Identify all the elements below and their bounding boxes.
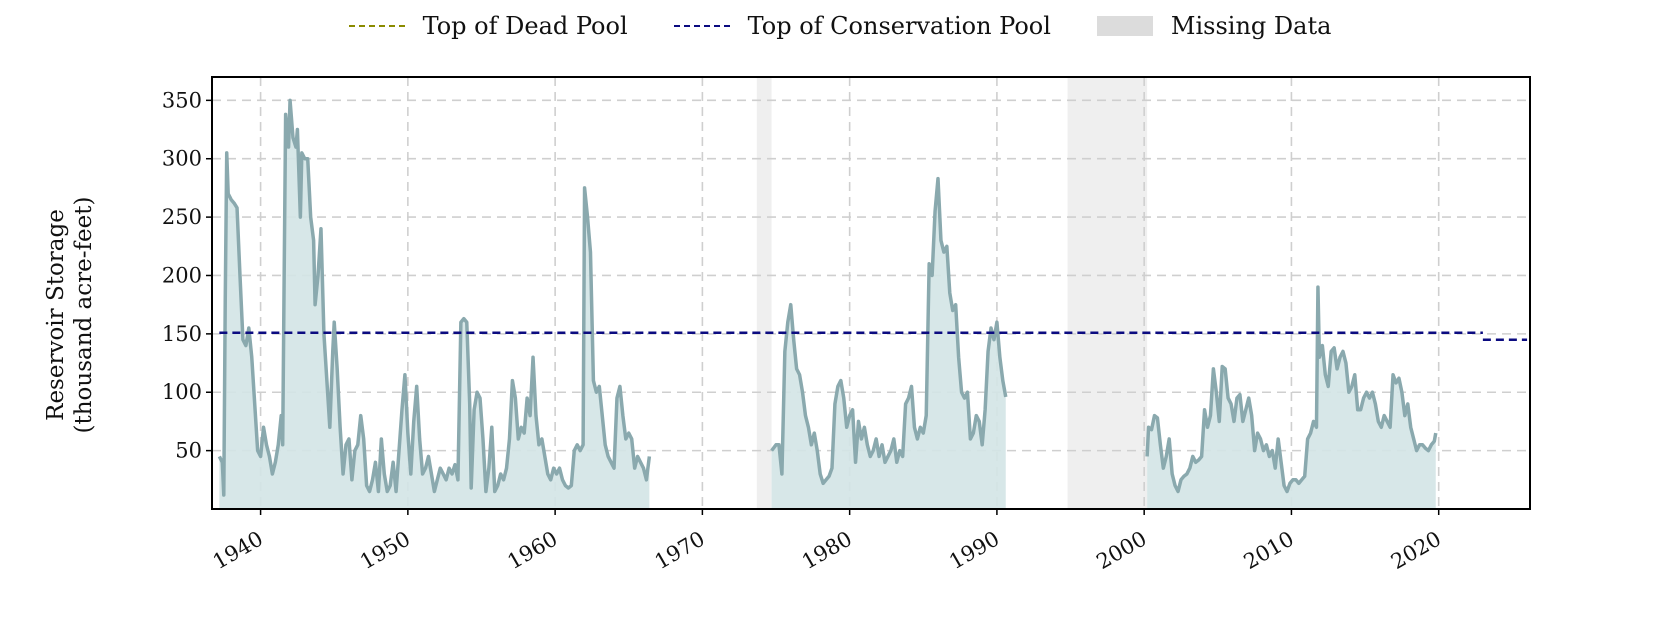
storage-line: [217, 98, 652, 497]
legend-item-dead-pool: Top of Dead Pool: [348, 12, 628, 40]
storage-area-fill: [771, 178, 1006, 510]
conservation-pool-lines: [219, 331, 1528, 341]
x-axis-ticks: 1940 1950 1960 1970 1980 1990 2000 2010 2020: [209, 509, 1445, 574]
y-tick-label: 250: [162, 205, 202, 229]
x-tick-label: 1940: [209, 527, 267, 575]
y-tick-label: 300: [162, 147, 202, 171]
x-tick-label: 1970: [651, 527, 709, 575]
x-tick-label: 1960: [503, 527, 561, 575]
legend-item-conservation-pool: Top of Conservation Pool: [673, 12, 1051, 40]
storage-area: [217, 98, 1438, 510]
y-tick-label: 150: [162, 322, 202, 346]
x-tick-label: 2000: [1092, 527, 1150, 575]
x-tick-label: 2010: [1240, 527, 1298, 575]
y-tick-label: 100: [162, 380, 202, 404]
missing-data-band: [756, 77, 772, 509]
x-tick-label: 1990: [945, 527, 1003, 575]
y-tick-label: 350: [162, 88, 202, 112]
legend-label-conservation-pool: Top of Conservation Pool: [747, 12, 1051, 40]
conservation-pool-swatch: [673, 25, 730, 27]
storage-line: [1145, 285, 1438, 494]
x-tick-label: 1950: [356, 527, 414, 575]
x-tick-label: 1980: [798, 527, 856, 575]
legend: Top of Dead Pool Top of Conservation Poo…: [0, 6, 1680, 46]
dead-pool-swatch: [348, 25, 405, 27]
x-tick-label: 2020: [1387, 527, 1445, 575]
storage-line: [770, 176, 1008, 486]
y-tick-label: 200: [162, 263, 202, 287]
y-tick-label: 50: [175, 439, 202, 463]
y-axis-ticks: 50 100 150 200 250 300 350: [162, 88, 212, 463]
missing-data-band: [1067, 77, 1148, 509]
legend-label-dead-pool: Top of Dead Pool: [422, 12, 628, 40]
missing-data-swatch: [1096, 16, 1153, 36]
storage-area-fill: [1147, 287, 1436, 509]
missing-data-bands: [756, 77, 1148, 509]
plot-frame: [211, 76, 1531, 510]
legend-label-missing-data: Missing Data: [1170, 12, 1332, 40]
legend-item-missing-data: Missing Data: [1096, 12, 1332, 40]
